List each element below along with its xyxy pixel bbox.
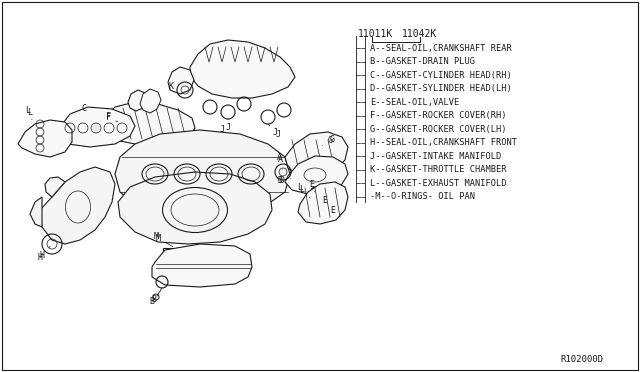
Text: M: M — [154, 231, 159, 241]
Text: B: B — [152, 290, 161, 305]
Text: M: M — [156, 234, 173, 247]
Text: G: G — [330, 135, 335, 144]
Text: E: E — [310, 180, 315, 192]
Polygon shape — [152, 244, 252, 287]
Polygon shape — [140, 89, 161, 113]
Polygon shape — [168, 67, 194, 94]
Polygon shape — [320, 196, 332, 208]
Text: J: J — [275, 129, 280, 138]
Text: 11042K: 11042K — [402, 29, 437, 39]
Text: G--GASKET-ROCKER COVER(LH): G--GASKET-ROCKER COVER(LH) — [370, 125, 506, 134]
Polygon shape — [118, 172, 272, 244]
Text: L: L — [28, 108, 33, 120]
Text: H: H — [38, 253, 42, 263]
Text: L: L — [298, 183, 303, 192]
Text: J: J — [225, 119, 230, 131]
Text: F: F — [106, 112, 111, 121]
Text: F--GASKET-ROCKER COVER(RH): F--GASKET-ROCKER COVER(RH) — [370, 111, 506, 120]
Text: B--GASKET-DRAIN PLUG: B--GASKET-DRAIN PLUG — [370, 57, 475, 66]
Text: 11011K: 11011K — [358, 29, 393, 39]
Text: J: J — [220, 125, 225, 134]
Text: D: D — [278, 176, 282, 185]
Polygon shape — [115, 130, 290, 216]
Text: R102000D: R102000D — [560, 356, 603, 365]
Text: D: D — [280, 176, 291, 185]
Polygon shape — [298, 182, 348, 224]
Polygon shape — [285, 132, 348, 176]
Text: A: A — [276, 153, 282, 161]
Polygon shape — [18, 120, 72, 157]
Polygon shape — [45, 177, 65, 197]
Text: F: F — [106, 112, 118, 122]
Polygon shape — [105, 102, 195, 144]
Text: E: E — [330, 205, 335, 215]
Text: C--GASKET-CYLINDER HEAD(RH): C--GASKET-CYLINDER HEAD(RH) — [370, 71, 512, 80]
Text: L: L — [300, 185, 310, 198]
Text: H: H — [40, 246, 50, 260]
Text: B: B — [150, 298, 154, 307]
Polygon shape — [30, 197, 42, 227]
Text: C: C — [81, 103, 86, 112]
Text: L--GASKET-EXHAUST MANIFOLD: L--GASKET-EXHAUST MANIFOLD — [370, 179, 506, 187]
Text: G: G — [323, 135, 333, 145]
Text: K--GASKET-THROTTLE CHAMBER: K--GASKET-THROTTLE CHAMBER — [370, 165, 506, 174]
Text: D--GASKET-SYLINDER HEAD(LH): D--GASKET-SYLINDER HEAD(LH) — [370, 84, 512, 93]
Text: K: K — [168, 81, 173, 90]
Polygon shape — [40, 167, 115, 244]
Polygon shape — [285, 156, 348, 194]
Text: H--SEAL-OIL,CRANKSHAFT FRONT: H--SEAL-OIL,CRANKSHAFT FRONT — [370, 138, 517, 147]
Text: A: A — [278, 154, 282, 169]
Text: A--SEAL-OIL,CRANKSHAFT REAR: A--SEAL-OIL,CRANKSHAFT REAR — [370, 44, 512, 52]
Text: J--GASKET-INTAKE MANIFOLD: J--GASKET-INTAKE MANIFOLD — [370, 151, 501, 160]
Text: L: L — [26, 106, 31, 115]
Text: -M--O-RINGS- OIL PAN: -M--O-RINGS- OIL PAN — [370, 192, 475, 201]
Text: E--SEAL-OIL,VALVE: E--SEAL-OIL,VALVE — [370, 97, 460, 106]
Polygon shape — [310, 186, 322, 198]
Text: J: J — [268, 124, 278, 137]
Text: E: E — [323, 196, 328, 205]
Polygon shape — [190, 40, 295, 98]
Polygon shape — [56, 107, 135, 147]
Polygon shape — [128, 90, 147, 111]
